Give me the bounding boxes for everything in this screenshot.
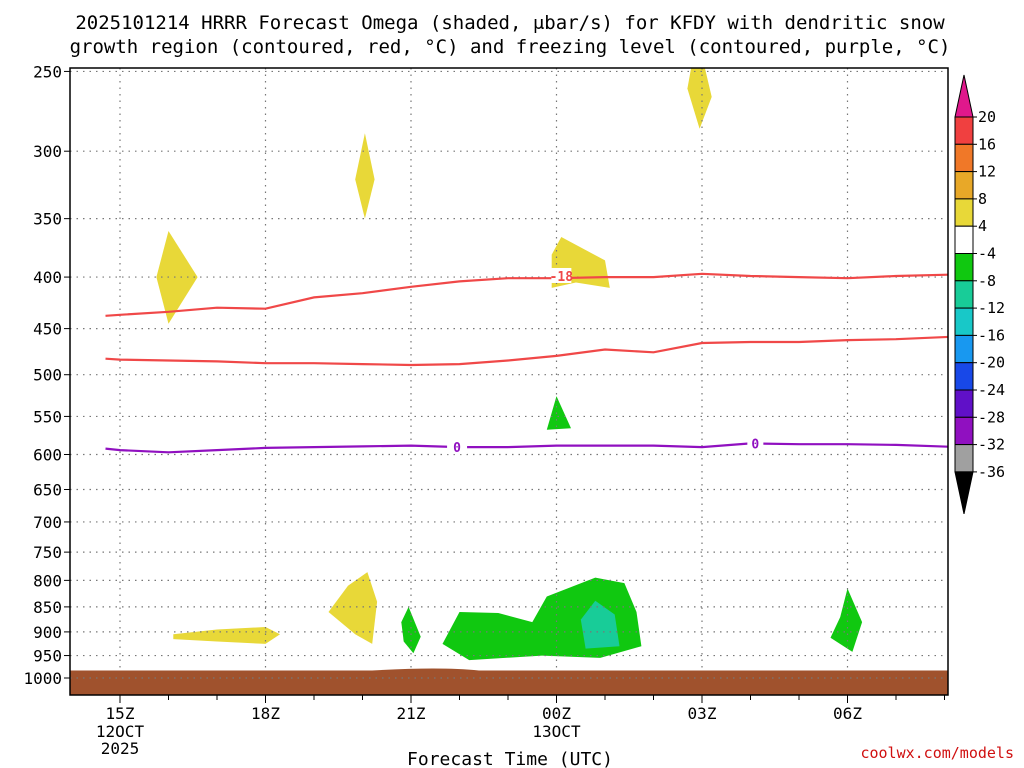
y-tick-label-450: 450: [33, 320, 62, 339]
x-tick-sublabel-12OCT: 12OCT: [96, 722, 145, 741]
contour-label-fl2: 0: [751, 437, 759, 452]
x-tick-label-15Z: 15Z: [106, 704, 135, 723]
colorbar-bottom-arrow: [954, 471, 974, 515]
y-tick-label-750: 750: [33, 543, 62, 562]
contours: -18 0 0: [105, 267, 948, 456]
x-tick-label-21Z: 21Z: [397, 704, 426, 723]
colorbar-label-7: -12: [978, 299, 1005, 317]
y-tick-label-950: 950: [33, 647, 62, 666]
colorbar-label-6: -8: [978, 272, 996, 290]
omega-region-1: [355, 133, 375, 219]
colorbar-band-1: [954, 143, 974, 173]
contour-label-bg-fl2: [747, 435, 764, 451]
chart-title-line-1: 2025101214 HRRR Forecast Omega (shaded, …: [75, 12, 945, 34]
y-tick-label-550: 550: [33, 407, 62, 426]
colorbar-label-11: -28: [978, 408, 1005, 426]
colorbar-band-6: [954, 280, 974, 309]
colorbar-band-7: [954, 307, 974, 336]
x-tick-label-18Z: 18Z: [251, 704, 280, 723]
omega-region-5: [546, 396, 571, 430]
colorbar-label-2: 12: [978, 163, 996, 181]
plot-frame: [69, 67, 949, 696]
contour-line-2: [105, 442, 948, 454]
colorbar-band-10: [954, 389, 974, 418]
colorbar-label-1: 16: [978, 135, 996, 153]
colorbar-label-9: -20: [978, 354, 1005, 372]
colorbar-band-12: [954, 444, 974, 473]
x-tick-sublabel-2025: 2025: [101, 739, 140, 758]
colorbar-band-8: [954, 334, 974, 364]
chart-title-line-2: growth region (contoured, red, °C) and f…: [70, 36, 951, 58]
colorbar-label-3: 8: [978, 190, 987, 208]
y-tick-label-1000: 1000: [23, 669, 62, 688]
y-tick-label-600: 600: [33, 445, 62, 464]
colorbar-band-5: [954, 253, 974, 282]
ground-surface: [70, 670, 948, 695]
contour-label-2: 0: [453, 441, 461, 456]
y-tick-label-300: 300: [33, 142, 62, 161]
omega-region-6: [173, 627, 280, 644]
colorbar-label-5: -4: [978, 245, 996, 263]
colorbar-label-4: 4: [978, 217, 987, 235]
colorbar-band-11: [954, 416, 974, 446]
y-tick-label-400: 400: [33, 268, 62, 287]
x-tick-label-06Z: 06Z: [833, 704, 862, 723]
colorbar-label-8: -16: [978, 326, 1005, 344]
colorbar-top-arrow: [954, 74, 974, 118]
colorbar-band-9: [954, 362, 974, 391]
colorbar-band-3: [954, 198, 974, 227]
omega-region-7: [328, 572, 378, 644]
contour-label-0: -18: [550, 270, 574, 285]
colorbar-label-13: -36: [978, 463, 1005, 481]
omega-region-10: [580, 600, 620, 649]
credit-link[interactable]: coolwx.com/models: [860, 744, 1014, 762]
contour-label-bg-0: [551, 267, 572, 283]
contour-line-1: [105, 335, 948, 367]
y-tick-label-850: 850: [33, 598, 62, 617]
colorbar-label-10: -24: [978, 381, 1005, 399]
x-axis-label: Forecast Time (UTC): [407, 749, 613, 768]
plot-area: [70, 68, 948, 695]
colorbar-label-0: 20: [978, 108, 996, 126]
ground-bump: [372, 668, 479, 671]
contour-line-0: [105, 272, 948, 317]
colorbar-band-4: [954, 225, 974, 254]
x-tick-label-03Z: 03Z: [688, 704, 717, 723]
colorbar: 20 16 12 8 4 -4 -8 -12 -16 -20 -24 -28 -32 -36: [954, 74, 1005, 515]
omega-region-0: [156, 231, 198, 324]
x-tick-label-00Z: 00Z: [542, 704, 571, 723]
omega-region-11: [830, 588, 863, 652]
colorbar-band-0: [954, 116, 974, 145]
axes: 250 300 350 400 450 500 550 600 650 700 750 800 850 9…: [23, 62, 949, 758]
y-tick-label-350: 350: [33, 210, 62, 229]
y-tick-label-250: 250: [33, 62, 62, 81]
contour-label-bg-2: [447, 439, 468, 455]
y-tick-label-650: 650: [33, 481, 62, 500]
x-tick-sublabel-13OCT: 13OCT: [532, 722, 581, 741]
y-tick-label-800: 800: [33, 571, 62, 590]
colorbar-band-2: [954, 171, 974, 200]
y-tick-label-700: 700: [33, 513, 62, 532]
omega-region-8: [401, 606, 421, 654]
y-tick-label-500: 500: [33, 366, 62, 385]
y-tick-label-900: 900: [33, 623, 62, 642]
omega-region-3: [687, 68, 712, 129]
grid-lines: [70, 68, 948, 679]
colorbar-label-12: -32: [978, 436, 1005, 454]
